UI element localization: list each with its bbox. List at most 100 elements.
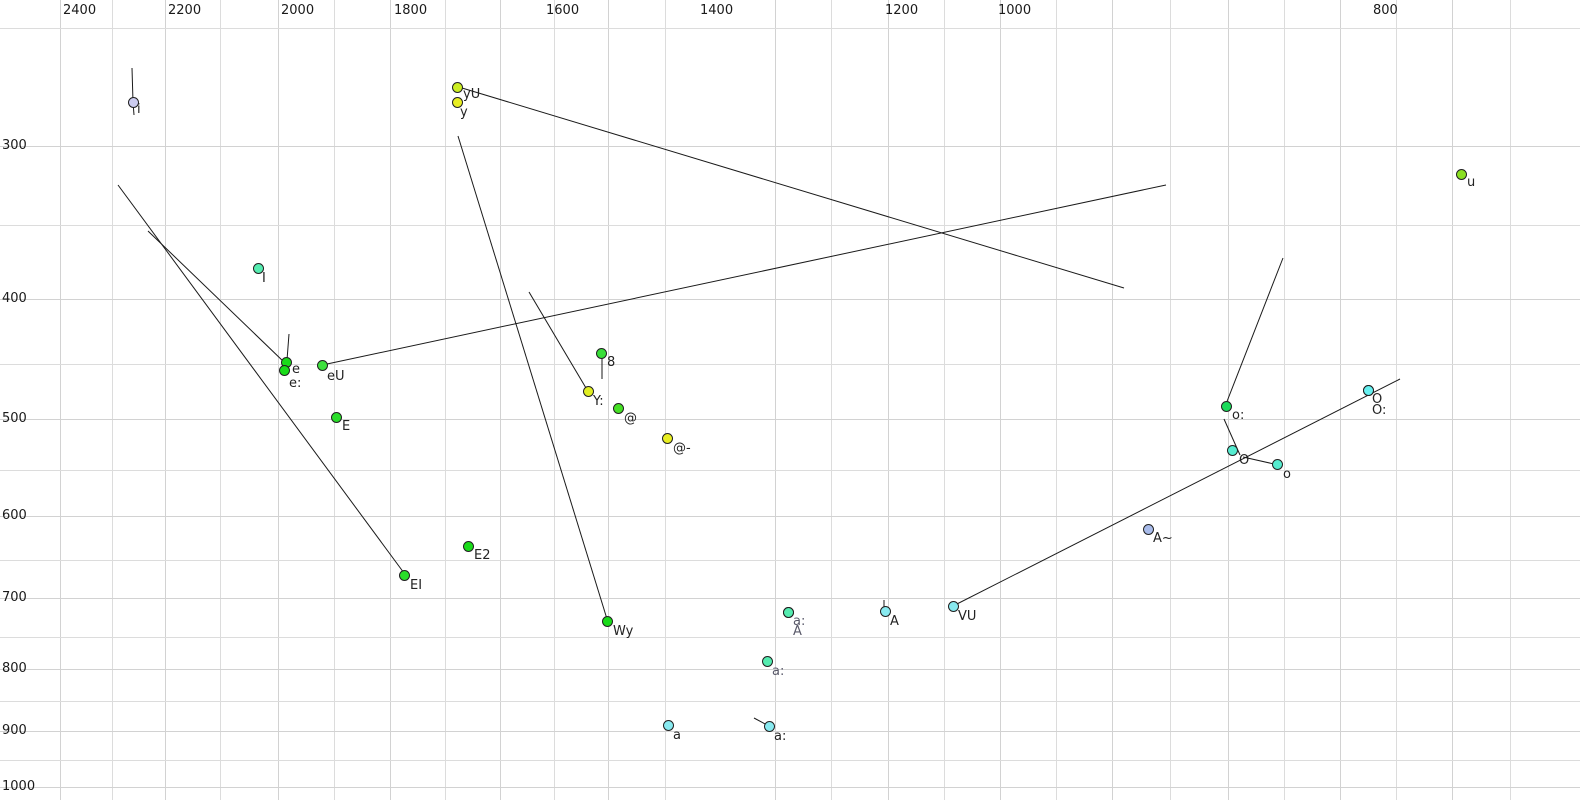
vowel-data-point[interactable]: [596, 348, 607, 359]
vowel-point-label: yU: [463, 87, 481, 102]
vowel-point-label: a: [673, 728, 681, 743]
vowel-data-point[interactable]: [1143, 524, 1154, 535]
y-axis-tick-label: 700: [2, 590, 27, 605]
x-axis-tick-label: 1800: [394, 3, 428, 18]
gridline-vertical-major: [500, 0, 501, 800]
x-axis-tick-label: 1200: [885, 3, 919, 18]
gridline-vertical-major: [1452, 0, 1453, 800]
vowel-point-label: @-: [673, 441, 691, 456]
vowel-point-label: u: [1467, 175, 1476, 190]
gridline-vertical-major: [1228, 0, 1229, 800]
vowel-data-point[interactable]: [317, 360, 328, 371]
gridline-vertical-minor: [1396, 0, 1397, 800]
vowel-point-label: A: [890, 614, 899, 629]
x-axis-tick-label: 1400: [700, 3, 734, 18]
gridline-vertical-minor: [1170, 0, 1171, 800]
trajectory-line: [326, 184, 1167, 365]
vowel-data-point[interactable]: [331, 412, 342, 423]
gridline-horizontal-major: [0, 598, 1580, 599]
vowel-point-label: e: [292, 362, 300, 377]
gridline-vertical-minor: [1284, 0, 1285, 800]
vowel-data-point[interactable]: [602, 616, 613, 627]
gridline-horizontal-major: [0, 787, 1580, 788]
vowel-data-point[interactable]: [463, 541, 474, 552]
vowel-data-point[interactable]: [452, 97, 463, 108]
gridline-horizontal-major: [0, 669, 1580, 670]
gridline-vertical-minor: [665, 0, 666, 800]
y-axis-tick-label: 800: [2, 661, 27, 676]
vowel-data-point[interactable]: [663, 720, 674, 731]
vowel-data-point[interactable]: [253, 263, 264, 274]
gridline-vertical-minor: [554, 0, 555, 800]
vowel-data-point[interactable]: [279, 365, 290, 376]
vowel-point-label: i: [137, 102, 141, 117]
vowel-data-point[interactable]: [948, 601, 959, 612]
vowel-data-point[interactable]: [764, 721, 775, 732]
vowel-data-point[interactable]: [1227, 445, 1238, 456]
vowel-point-label: E2: [474, 548, 491, 563]
vowel-data-point[interactable]: [1363, 385, 1374, 396]
trajectory-line: [117, 184, 405, 574]
y-axis-tick-label: 1000: [2, 779, 36, 794]
vowel-point-label: a:: [793, 614, 806, 629]
gridline-horizontal-minor: [0, 560, 1580, 561]
vowel-point-label: e:: [289, 376, 302, 391]
gridline-vertical-minor: [944, 0, 945, 800]
x-axis-tick-label: 800: [1373, 3, 1398, 18]
vowel-point-label: A: [793, 624, 802, 639]
vowel-point-label: O: [1239, 453, 1250, 468]
vowel-data-point[interactable]: [783, 607, 794, 618]
gridline-horizontal-major: [0, 419, 1580, 420]
gridline-horizontal-minor: [0, 364, 1580, 365]
y-axis-tick-label: 500: [2, 411, 27, 426]
gridline-horizontal-minor: [0, 470, 1580, 471]
vowel-data-point[interactable]: [399, 570, 410, 581]
gridline-vertical-minor: [831, 0, 832, 800]
x-axis-tick-label: 1600: [546, 3, 580, 18]
gridline-horizontal-major: [0, 146, 1580, 147]
gridline-vertical-minor: [1056, 0, 1057, 800]
trajectory-line: [952, 378, 1401, 607]
vowel-data-point[interactable]: [1272, 459, 1283, 470]
vowel-data-point[interactable]: [880, 606, 891, 617]
vowel-data-point[interactable]: [613, 403, 624, 414]
vowel-data-point[interactable]: [1221, 401, 1232, 412]
gridline-vertical-minor: [334, 0, 335, 800]
trajectory-line: [528, 291, 587, 389]
vowel-point-label: 8: [607, 355, 616, 370]
vowel-data-point[interactable]: [128, 97, 139, 108]
vowel-data-point[interactable]: [662, 433, 673, 444]
vowel-point-label: O: [1372, 392, 1383, 407]
gridline-vertical-minor: [112, 0, 113, 800]
gridline-vertical-major: [60, 0, 61, 800]
gridline-horizontal-minor: [0, 225, 1580, 226]
gridline-vertical-minor: [220, 0, 221, 800]
gridline-vertical-major: [1340, 0, 1341, 800]
gridline-horizontal-minor: [0, 701, 1580, 702]
vowel-point-label: EI: [410, 578, 423, 593]
vowel-point-label: @: [624, 411, 637, 426]
vowel-point-label: Wy: [613, 624, 634, 639]
y-axis-tick-label: 900: [2, 723, 27, 738]
vowel-point-label: y: [460, 105, 468, 120]
vowel-data-point[interactable]: [762, 656, 773, 667]
y-axis-tick-label: 400: [2, 291, 27, 306]
gridline-vertical-major: [1000, 0, 1001, 800]
x-axis-tick-label: 2400: [63, 3, 97, 18]
vowel-point-label: Y:: [593, 394, 604, 409]
gridline-vertical-minor: [445, 0, 446, 800]
vowel-data-point[interactable]: [583, 386, 594, 397]
vowel-point-label: a:: [772, 664, 785, 679]
gridline-horizontal-minor: [0, 28, 1580, 29]
trajectory-line: [147, 230, 286, 364]
y-axis-tick-label: 600: [2, 508, 27, 523]
vowel-data-point[interactable]: [452, 82, 463, 93]
gridline-vertical-major: [608, 0, 609, 800]
gridline-vertical-major: [775, 0, 776, 800]
vowel-point-label: I: [262, 271, 266, 286]
vowel-point-label: VU: [958, 609, 977, 624]
gridline-horizontal-major: [0, 516, 1580, 517]
vowel-data-point[interactable]: [1456, 169, 1467, 180]
